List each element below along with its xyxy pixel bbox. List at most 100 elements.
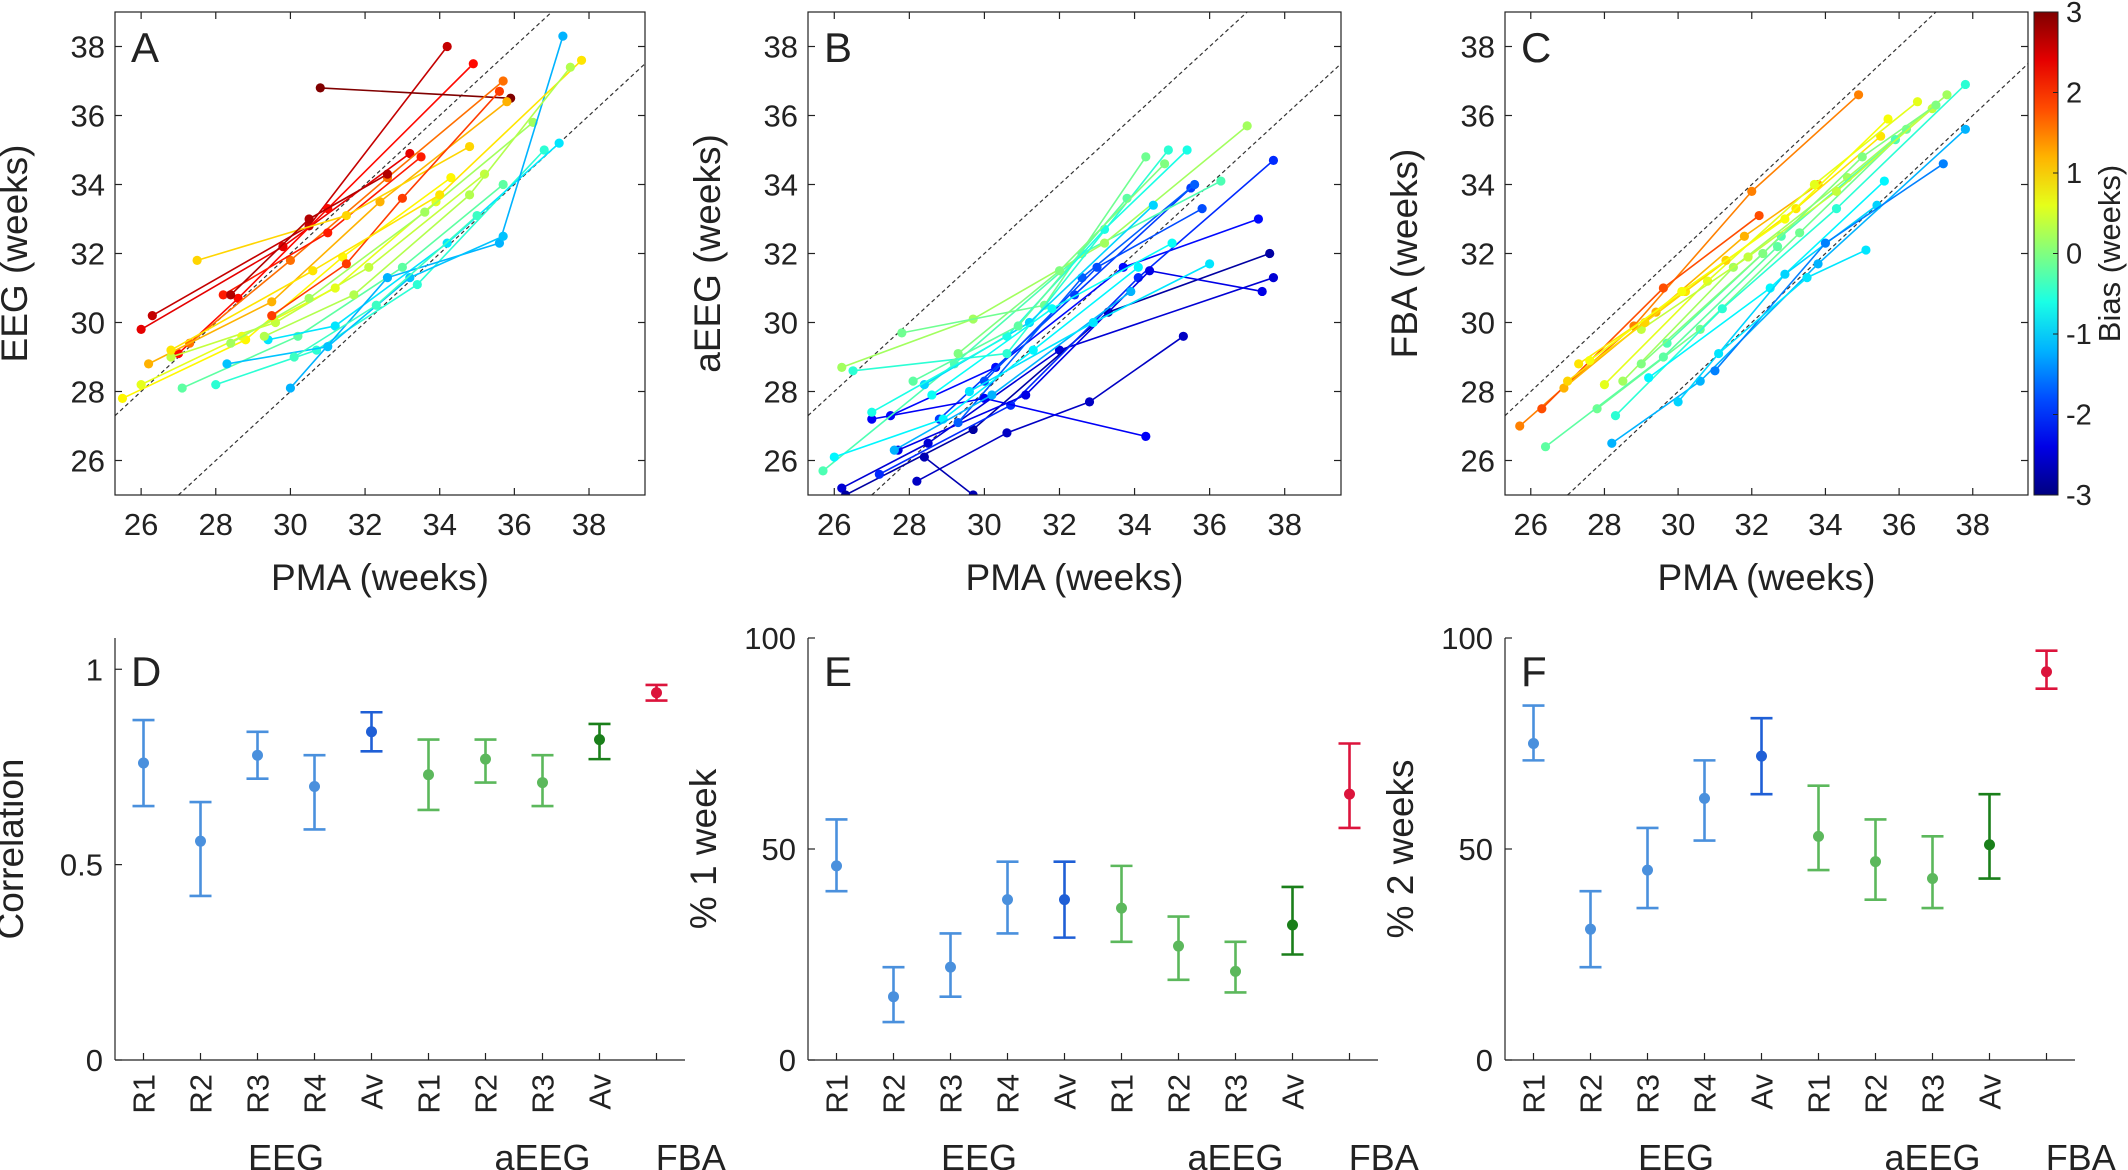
data-point xyxy=(848,366,858,376)
panel-letter: C xyxy=(1521,24,1551,71)
errorbar-point xyxy=(945,961,956,973)
subject-line-segment xyxy=(327,277,411,348)
subject-line-segment xyxy=(1589,290,1683,362)
data-point xyxy=(304,293,314,303)
data-point xyxy=(968,424,978,435)
errorbar xyxy=(1338,742,1361,830)
errorbar xyxy=(645,683,668,702)
group-label: aEEG xyxy=(1187,1137,1283,1170)
data-point xyxy=(1714,348,1724,359)
data-point xyxy=(416,152,426,162)
errorbar-point xyxy=(1344,788,1355,800)
data-point xyxy=(1002,348,1012,359)
errorbar xyxy=(1864,818,1887,901)
x-tick-label: R2 xyxy=(877,1074,912,1114)
subject-line-segment xyxy=(983,266,1098,382)
data-point xyxy=(987,390,997,400)
subject-line-segment xyxy=(196,214,347,262)
errorbar xyxy=(1921,835,1944,910)
group-label: EEG xyxy=(1638,1137,1714,1170)
colorbar-tick-label: 0 xyxy=(2066,239,2082,271)
data-point xyxy=(177,383,187,393)
data-point xyxy=(278,242,288,252)
errorbar-point xyxy=(138,757,149,769)
data-point xyxy=(1861,245,1871,255)
errorbar xyxy=(1110,864,1133,944)
data-point xyxy=(147,311,157,321)
subject-line-segment xyxy=(871,335,1008,413)
subject-line-segment xyxy=(890,366,997,417)
errorbar-point xyxy=(423,769,434,781)
subject-line-segment xyxy=(345,197,404,265)
x-tick-label: R3 xyxy=(1219,1074,1254,1114)
data-point xyxy=(927,390,937,400)
panel-letter: A xyxy=(131,24,159,71)
errorbar-point xyxy=(1585,923,1596,935)
y-tick-label: 38 xyxy=(1461,30,1495,65)
errorbar xyxy=(1579,889,1602,969)
data-point xyxy=(889,445,899,455)
data-point xyxy=(311,345,322,355)
errorbar-point xyxy=(1927,873,1938,885)
y-tick-label: 26 xyxy=(71,444,105,479)
data-point xyxy=(1092,262,1102,272)
subject-line-segment xyxy=(401,90,501,199)
panel-b: 26 28 30 32 34 36 38 26 28 30 32 34 36 38 PMA (weeks) a… xyxy=(687,11,1342,598)
subject-line-segment xyxy=(1806,249,1867,279)
x-axis-label: PMA (weeks) xyxy=(271,557,489,598)
y-tick-label: 34 xyxy=(764,168,798,203)
data-point xyxy=(330,321,340,331)
subject-line-segment xyxy=(387,242,500,279)
data-point xyxy=(308,266,318,276)
y-axis-label: aEEG (weeks) xyxy=(687,134,728,373)
data-point xyxy=(1879,176,1889,186)
data-point xyxy=(1537,404,1547,414)
panel-a: 26 28 30 32 34 36 38 26 28 30 32 34 36 38 PMA (weeks) E… xyxy=(0,11,646,598)
data-point xyxy=(1695,376,1705,386)
data-point xyxy=(867,414,877,424)
subject-line-segment xyxy=(282,152,411,248)
y-tick-label: 34 xyxy=(1461,168,1495,203)
data-point xyxy=(1021,390,1031,400)
data-point xyxy=(1795,228,1805,238)
errorbar-point xyxy=(366,726,377,738)
subject-line-segment xyxy=(957,277,1083,424)
subject-line-segment xyxy=(923,456,974,495)
subject-line-segment xyxy=(308,211,426,299)
subject-line-segment xyxy=(1092,263,1210,324)
errorbar xyxy=(189,800,212,898)
data-point xyxy=(1182,145,1192,155)
subject-line-segment xyxy=(1123,218,1259,269)
subject-line-segment xyxy=(1611,380,1701,444)
x-tick-label: R3 xyxy=(934,1074,969,1114)
x-tick-label: 38 xyxy=(1956,507,1990,542)
data-point xyxy=(498,231,508,241)
x-tick-label: 36 xyxy=(497,507,531,542)
subject-line-segment xyxy=(1795,135,1882,210)
data-point xyxy=(1257,286,1267,297)
data-point xyxy=(166,345,176,355)
subject-line-segment xyxy=(289,176,388,262)
subject-line-segment xyxy=(984,397,1147,438)
axes-frame xyxy=(114,11,646,496)
data-point xyxy=(267,311,277,321)
subject-line-segment xyxy=(151,225,310,317)
data-point xyxy=(1099,238,1110,248)
y-tick-label: 0 xyxy=(779,1043,796,1078)
data-point xyxy=(1159,159,1170,169)
data-point xyxy=(539,145,549,155)
errorbar xyxy=(825,818,848,893)
data-point xyxy=(1028,345,1038,355)
subject-line-segment xyxy=(1835,83,1966,210)
errorbar xyxy=(1053,860,1076,939)
errorbar-point xyxy=(309,780,320,792)
y-tick-label: 38 xyxy=(71,30,105,65)
subject-line-segment xyxy=(942,349,1034,420)
subject-line-segment xyxy=(1751,94,1860,192)
errorbar-point xyxy=(2041,666,2052,678)
x-tick-label: 36 xyxy=(1192,507,1226,542)
data-point xyxy=(1047,304,1057,314)
x-tick-label: Av xyxy=(583,1074,618,1110)
data-point xyxy=(464,190,475,200)
x-tick-label: R4 xyxy=(991,1074,1026,1114)
